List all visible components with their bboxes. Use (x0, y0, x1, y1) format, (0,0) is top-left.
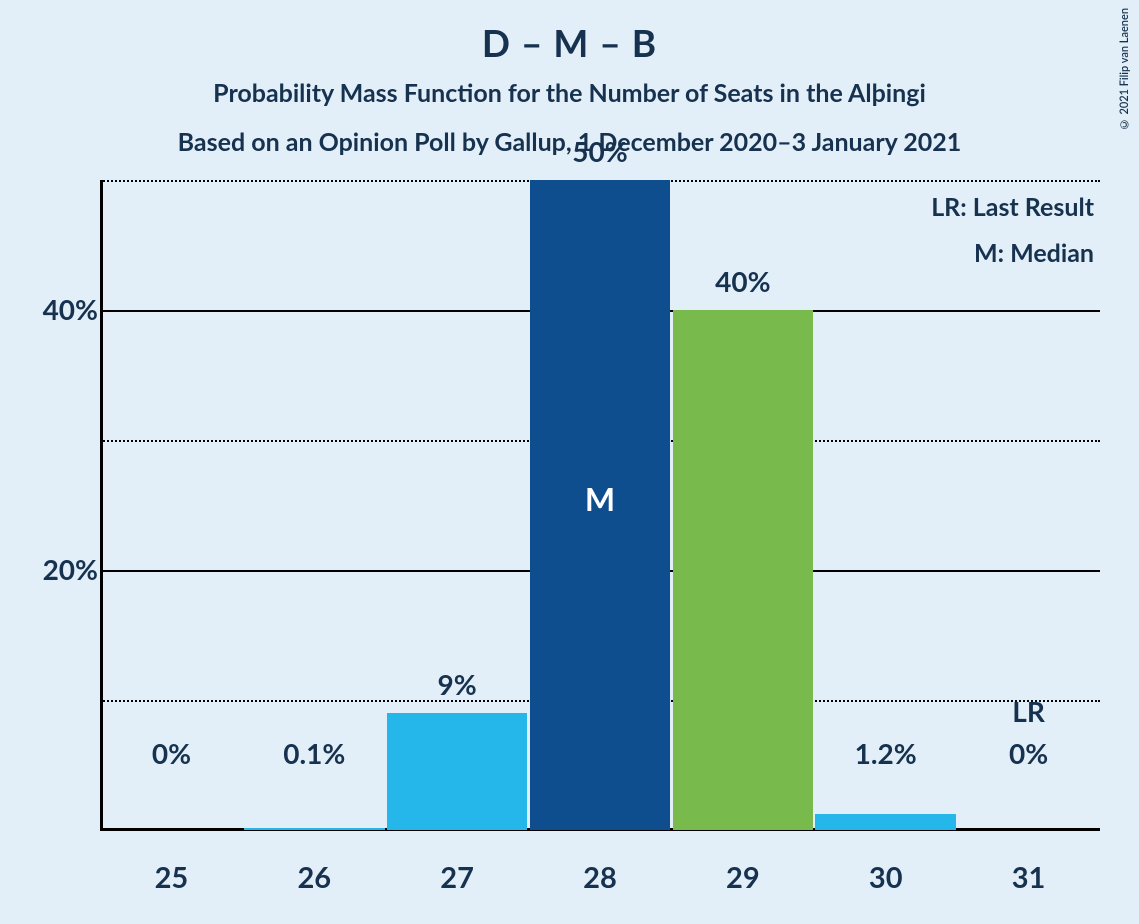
y-tick-label: 20% (18, 552, 98, 586)
x-tick-label: 27 (386, 860, 529, 895)
bar-value-label: 0.1% (243, 736, 386, 770)
x-tick-label: 29 (671, 860, 814, 895)
y-tick-label: 40% (18, 292, 98, 326)
legend-m: M: Median (974, 238, 1094, 268)
chart-title-main: D – M – B (0, 20, 1139, 65)
bar-value-label: 9% (386, 667, 529, 701)
bar-value-label: 40% (671, 264, 814, 298)
x-tick-label: 31 (957, 860, 1100, 895)
bar (673, 310, 814, 830)
median-marker: M (529, 479, 672, 518)
legend-lr: LR: Last Result (931, 192, 1094, 222)
x-tick-label: 26 (243, 860, 386, 895)
bar-value-label: 0% (957, 736, 1100, 770)
bar-value-label: 0% (100, 736, 243, 770)
bar (815, 814, 956, 830)
copyright-text: © 2021 Filip van Laenen (1118, 8, 1131, 130)
bar (244, 828, 385, 830)
x-tick-label: 28 (529, 860, 672, 895)
y-axis-line (100, 180, 103, 830)
bar-value-label: 50% (529, 134, 672, 168)
bar (387, 713, 528, 830)
x-tick-label: 30 (814, 860, 957, 895)
last-result-marker: LR (957, 694, 1100, 728)
x-tick-label: 25 (100, 860, 243, 895)
bar-value-label: 1.2% (814, 736, 957, 770)
chart-subtitle-1: Probability Mass Function for the Number… (0, 78, 1139, 108)
plot-area: 0%0.1%9%50%M40%1.2%0%LR (100, 180, 1100, 830)
